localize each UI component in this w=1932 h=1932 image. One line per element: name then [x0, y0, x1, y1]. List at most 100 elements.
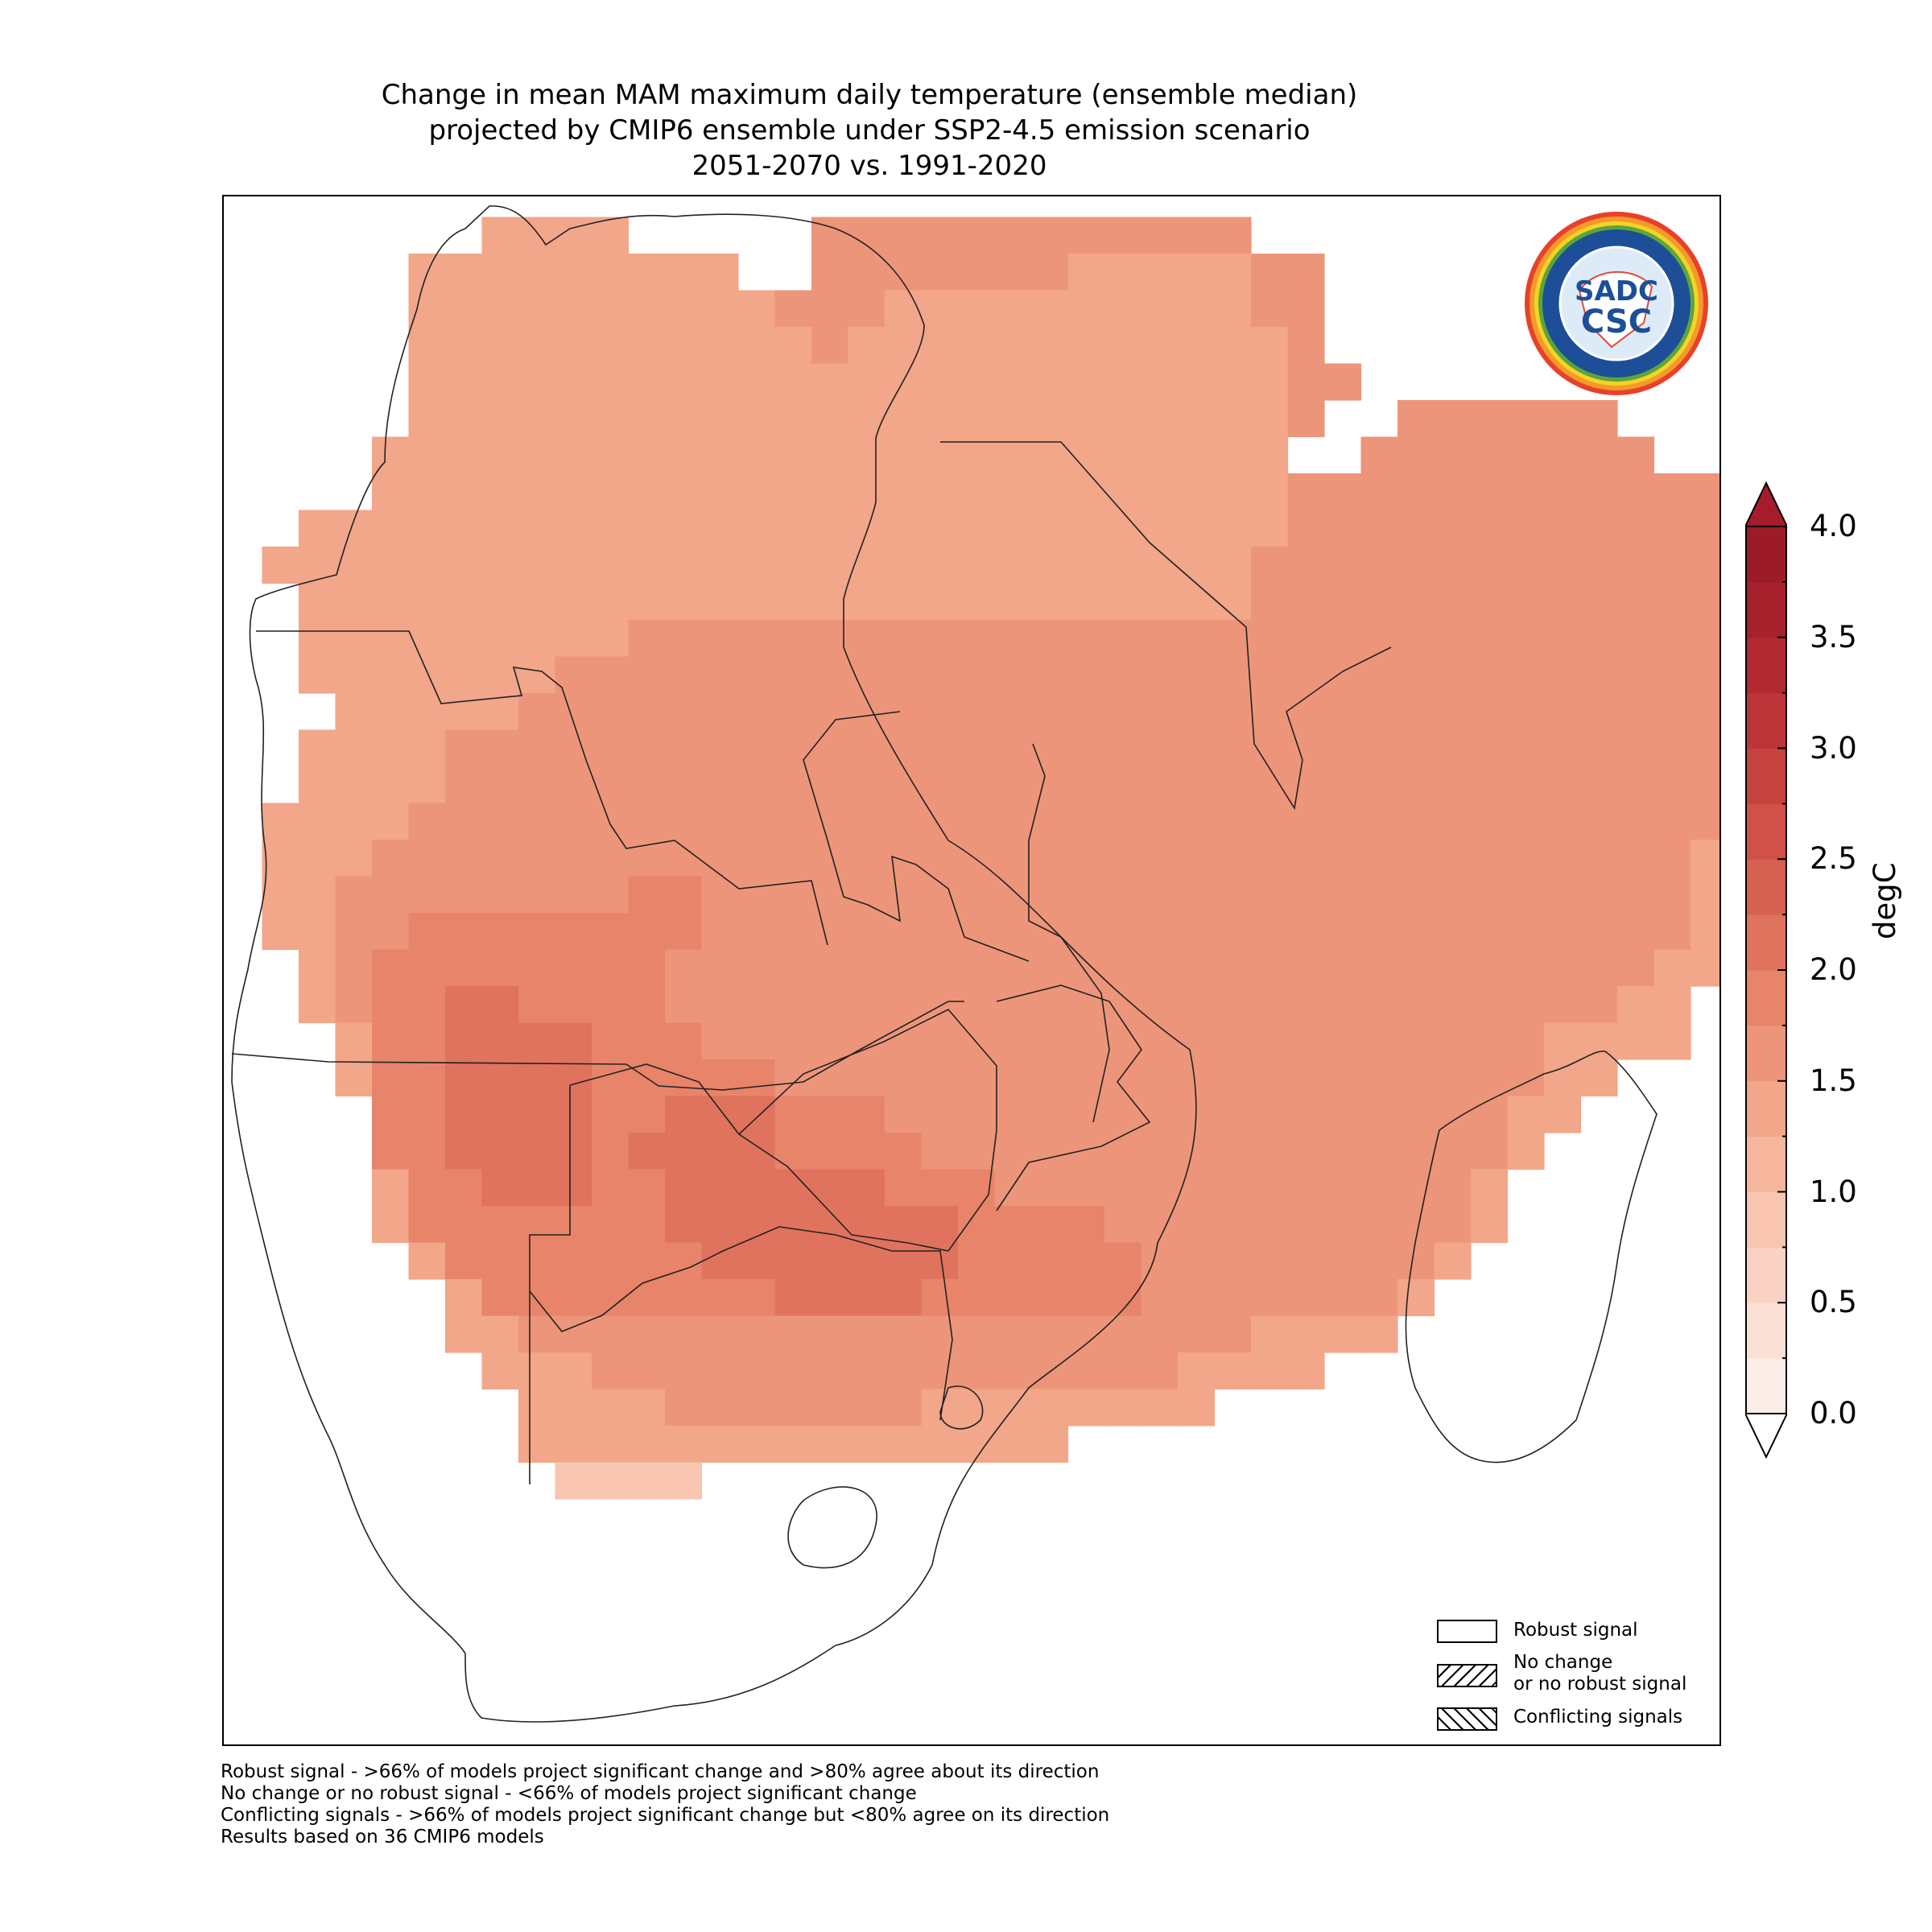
grid-cell	[1397, 1279, 1435, 1317]
grid-cell	[921, 913, 959, 951]
grid-cell	[518, 693, 556, 731]
colorbar	[1745, 481, 1787, 1459]
grid-cell	[628, 363, 666, 401]
grid-cell	[774, 1389, 812, 1426]
colorbar-tick-label: 1.5	[1810, 1063, 1857, 1098]
grid-cell	[372, 583, 410, 621]
grid-cell	[1360, 436, 1398, 474]
grid-cell	[774, 803, 812, 840]
grid-cell	[1287, 949, 1325, 987]
grid-cell	[885, 656, 923, 694]
colorbar-tick-label: 3.5	[1810, 619, 1857, 654]
grid-cell	[994, 803, 1032, 840]
grid-cell	[1287, 1059, 1325, 1097]
grid-cell	[1653, 913, 1691, 951]
grid-cell	[848, 547, 886, 584]
grid-cell	[299, 583, 336, 621]
grid-cell	[811, 913, 849, 951]
grid-cell	[738, 1059, 776, 1097]
grid-cell	[1141, 876, 1179, 914]
grid-cell	[1397, 1059, 1435, 1097]
grid-cell	[665, 876, 703, 914]
grid-cell	[811, 803, 849, 840]
grid-cell	[774, 400, 812, 438]
grid-cell	[1287, 1133, 1325, 1170]
grid-cell	[299, 949, 336, 987]
grid-cell	[335, 949, 373, 987]
grid-cell	[1067, 986, 1105, 1024]
grid-cell	[1031, 1279, 1069, 1317]
grid-cell	[774, 729, 812, 767]
grid-cell	[408, 1022, 446, 1060]
grid-cell	[372, 656, 410, 694]
grid-cell	[1104, 510, 1142, 547]
grid-cell	[738, 949, 776, 987]
grid-cell	[811, 1133, 849, 1170]
grid-cell	[1251, 473, 1289, 511]
grid-cell	[1544, 803, 1582, 840]
grid-cell	[1544, 510, 1582, 547]
grid-cell	[1214, 217, 1252, 254]
grid-cell	[481, 1352, 519, 1390]
grid-cell	[1214, 620, 1252, 658]
grid-cell	[1031, 1352, 1069, 1390]
grid-cell	[1617, 436, 1655, 474]
grid-cell	[1104, 840, 1142, 877]
grid-cell	[811, 656, 849, 694]
grid-cell	[1653, 876, 1691, 914]
grid-cell	[1507, 729, 1545, 767]
grid-cell	[958, 1133, 996, 1170]
grid-cell	[958, 986, 996, 1024]
grid-cell	[628, 1389, 666, 1426]
grid-cell	[1104, 1059, 1142, 1097]
grid-cell	[1104, 656, 1142, 694]
grid-cell	[774, 656, 812, 694]
grid-cell	[481, 986, 519, 1024]
grid-cell	[1214, 840, 1252, 877]
grid-cell	[1251, 1206, 1289, 1244]
grid-cell	[1434, 1059, 1472, 1097]
grid-cell	[1067, 1206, 1105, 1244]
grid-cell	[1324, 803, 1362, 840]
grid-cell	[628, 473, 666, 511]
border-drc-angola	[256, 630, 828, 946]
grid-cell	[1031, 547, 1069, 584]
grid-cell	[848, 1315, 886, 1353]
grid-cell	[1104, 473, 1142, 511]
grid-cell	[848, 583, 886, 621]
grid-cell	[774, 1059, 812, 1097]
grid-cell	[1580, 510, 1618, 547]
grid-cell	[1141, 620, 1179, 658]
grid-cell	[848, 1352, 886, 1390]
grid-cell	[1141, 1096, 1179, 1133]
grid-cell	[518, 547, 556, 584]
grid-cell	[628, 913, 666, 951]
grid-cell	[1653, 949, 1691, 987]
grid-cell	[1434, 840, 1472, 877]
grid-cell	[774, 1169, 812, 1207]
grid-cell	[481, 1242, 519, 1280]
grid-cell	[481, 840, 519, 877]
grid-cell	[1544, 876, 1582, 914]
grid-cell	[994, 510, 1032, 547]
grid-cell	[1580, 766, 1618, 804]
grid-cell	[665, 913, 703, 951]
grid-cell	[1251, 1315, 1289, 1353]
grid-cell	[1617, 913, 1655, 951]
grid-cell	[1324, 1059, 1362, 1097]
grid-cell	[1067, 510, 1105, 547]
grid-cell	[1507, 400, 1545, 438]
grid-cell	[1178, 1389, 1216, 1426]
grid-cell	[1214, 1315, 1252, 1353]
grid-cell	[518, 1426, 556, 1463]
grid-cell	[958, 436, 996, 474]
grid-cell	[1690, 583, 1719, 621]
grid-cell	[1397, 473, 1435, 511]
grid-cell	[628, 1206, 666, 1244]
grid-cell	[1067, 1096, 1105, 1133]
grid-cell	[811, 1242, 849, 1280]
grid-cell	[1690, 620, 1719, 658]
colorbar-tick-label: 4.0	[1810, 509, 1857, 543]
grid-cell	[1397, 583, 1435, 621]
grid-cell	[1104, 327, 1142, 365]
